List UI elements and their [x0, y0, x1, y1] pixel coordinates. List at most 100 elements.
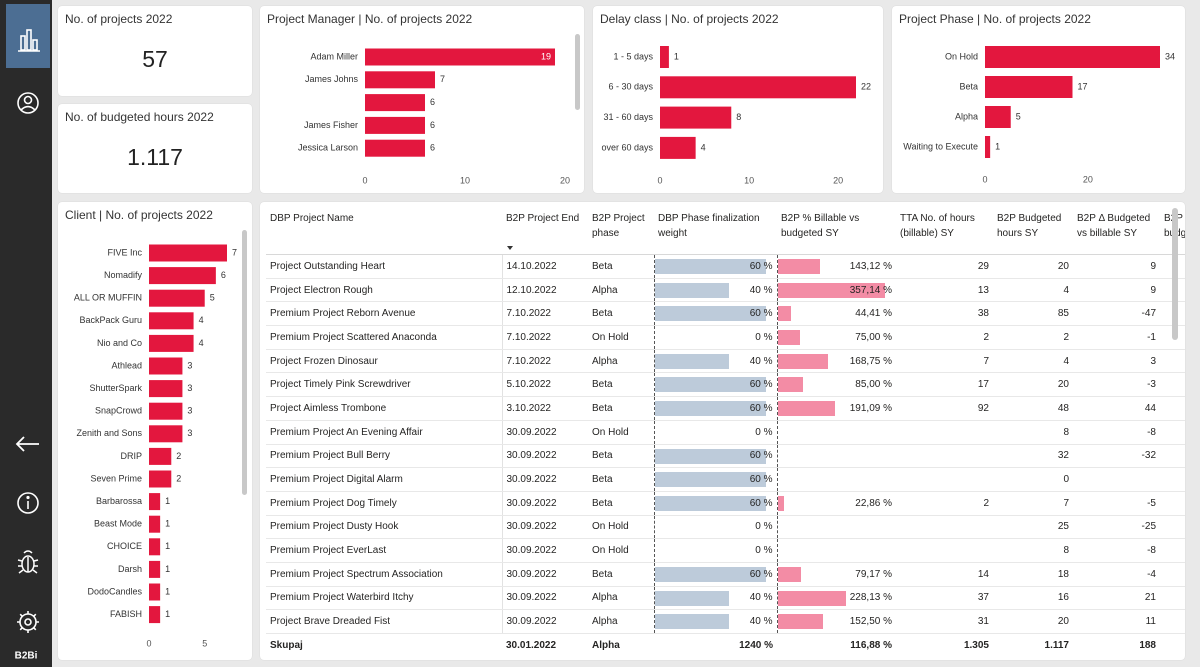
table-cell: 3.10.2022 — [502, 396, 588, 421]
cell-text: 357,14 % — [849, 284, 892, 296]
table-cell: Beta — [588, 562, 654, 587]
nav-info[interactable] — [17, 492, 39, 514]
cell-text: 30.09.2022 — [506, 426, 557, 438]
cell-text: 40 % — [749, 355, 773, 367]
table-cell: 5.10.2022 — [502, 372, 588, 398]
chart: 0 10 20 1 - 5 days 1 6 - 30 days 22 31 - 60 day… — [601, 46, 871, 185]
x-tick-label: 0 — [657, 175, 662, 185]
table-cell: 30.09.2022 — [502, 491, 588, 516]
data-bar — [655, 259, 766, 274]
table-cell: 17 — [896, 372, 993, 398]
table-cell: Beta — [588, 467, 654, 492]
nav-reports[interactable] — [6, 4, 50, 68]
table-cell: 0 € — [1160, 586, 1185, 611]
cell-text: 0 % — [755, 545, 773, 557]
cell-text: Project Outstanding Heart — [270, 260, 386, 272]
table-cell: -8 — [1073, 420, 1160, 445]
cell-text: 60 % — [749, 260, 773, 272]
sort-indicator[interactable] — [507, 246, 513, 250]
total-cell: Skupaj — [266, 633, 502, 657]
value-label: 3 — [187, 406, 192, 416]
scrollbar[interactable] — [242, 230, 247, 495]
x-tick-label: 20 — [1083, 174, 1093, 184]
table-cell: 7 — [993, 491, 1073, 516]
cell-text: 60 % — [749, 474, 773, 486]
cell-text: 40 % — [749, 284, 773, 296]
nav-settings[interactable] — [17, 611, 39, 633]
table-cell: 79,17 % — [776, 562, 896, 587]
cell-text: -8 — [1147, 545, 1156, 557]
cell-text: Beta — [592, 402, 613, 414]
cell-text: Premium Project Waterbird Itchy — [270, 592, 414, 604]
table-cell: 44 — [1073, 396, 1160, 421]
category-label: CHOICE — [107, 541, 142, 551]
table-row: Project Aimless Trombone 3.10.2022 Beta 60 … — [266, 396, 1185, 421]
bar — [149, 244, 227, 262]
value-label: 1 — [165, 609, 170, 619]
table-cell: 4.835 € — [1160, 396, 1185, 421]
cell-text: Beta — [592, 450, 613, 462]
table: DBP Project Name B2P Project End B2P Proje… — [266, 208, 1185, 657]
cell-text: 31 — [977, 616, 989, 628]
chart-card: Project Phase | No. of projects 2022 0 20… — [892, 6, 1185, 193]
value-label: 2 — [176, 451, 181, 461]
table-row: Premium Project Bull Berry 30.09.2022 Beta… — [266, 444, 1185, 469]
bar — [985, 76, 1073, 98]
cell-text: 12.10.2022 — [506, 284, 557, 296]
category-label: Zenith and Sons — [76, 428, 142, 438]
bar — [149, 289, 205, 307]
table-card: DBP Project Name B2P Project End B2P Proje… — [260, 202, 1185, 660]
cell-text: 30.09.2022 — [506, 616, 557, 628]
bar — [149, 447, 172, 465]
cell-text: 30.09.2022 — [506, 450, 557, 462]
table-cell: 32 — [993, 444, 1073, 469]
category-label: 6 - 30 days — [608, 82, 653, 92]
table-cell: Project Aimless Trombone — [266, 396, 503, 421]
cell-text: 4 — [1063, 355, 1069, 367]
table-cell: 40 % — [653, 609, 777, 634]
table-cell: 2 — [896, 491, 993, 516]
data-bar — [778, 282, 885, 298]
chart-title: Project Phase | No. of projects 2022 — [899, 12, 1091, 26]
table-cell: -32 — [1073, 444, 1160, 469]
cell-text: 21 — [1144, 592, 1156, 604]
data-bar — [778, 590, 846, 606]
bar — [660, 136, 696, 159]
table-cell: 30.09.2022 — [502, 538, 588, 563]
table-cell: 85 — [993, 301, 1073, 327]
table-cell: 60 % — [653, 491, 777, 516]
table-cell: 7.10.2022 — [502, 325, 588, 350]
table-cell: 21 — [1073, 586, 1160, 611]
cell-text: 7.10.2022 — [506, 331, 552, 343]
cell-text: Premium Project Dusty Hook — [270, 521, 399, 533]
value-label: 6 — [430, 97, 435, 107]
data-bar — [778, 306, 791, 322]
table-cell: Beta — [588, 301, 654, 327]
chart: 0 5 FIVE Inc 7 Nomadify 6 ALL OR MUFFIN 5 BackPa… — [74, 244, 237, 648]
bar — [149, 538, 161, 556]
table-cell — [896, 515, 993, 540]
cell-text: 152,50 % — [849, 616, 892, 628]
bar — [149, 425, 183, 443]
scrollbar[interactable] — [1172, 208, 1178, 340]
table-cell: 0 € — [1160, 349, 1185, 374]
value-label: 17 — [1078, 81, 1088, 91]
cell-text: Beta — [592, 568, 613, 580]
value-label: 6 — [221, 270, 226, 280]
table-cell: 16 — [993, 586, 1073, 611]
cell-text: 143,12 % — [849, 260, 892, 272]
scrollbar[interactable] — [575, 34, 580, 110]
table-cell: 48 — [993, 396, 1073, 421]
total-cell: 1.305 — [896, 633, 993, 657]
nav-profile[interactable] — [17, 92, 39, 114]
nav-bug[interactable] — [17, 550, 39, 574]
data-bar — [778, 353, 829, 369]
nav-back[interactable] — [15, 436, 39, 452]
value-label: 4 — [199, 338, 204, 348]
table-cell — [776, 515, 896, 540]
data-bar — [778, 401, 835, 417]
table-cell: 22,86 % — [776, 491, 896, 516]
table-cell: 357,14 % — [776, 278, 896, 303]
table-cell: 0 % — [653, 515, 777, 540]
x-tick-label: 10 — [744, 175, 754, 185]
